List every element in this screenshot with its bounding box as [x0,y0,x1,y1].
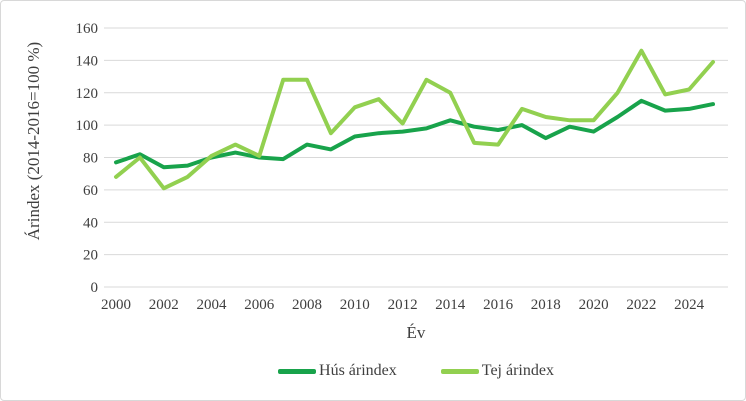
y-tick-label: 60 [83,183,98,199]
x-tick-label: 2002 [149,297,179,313]
legend-label-hus: Hús árindex [319,362,397,379]
y-tick-label: 40 [83,215,98,231]
x-axis-title: Év [407,323,426,342]
y-axis-tick-labels: 0 20 40 60 80 100 120 140 160 [76,21,99,296]
x-tick-label: 2024 [674,297,705,313]
x-tick-label: 2004 [197,297,228,313]
x-tick-label: 2006 [244,297,275,313]
legend: Hús árindex Tej árindex [104,359,728,383]
x-tick-label: 2012 [388,297,418,313]
y-tick-label: 20 [83,248,98,264]
series-line-0 [114,98,715,170]
x-tick-label: 2016 [483,297,514,313]
y-tick-label: 140 [76,53,99,69]
y-tick-label: 0 [91,280,99,296]
legend-item-tej: Tej árindex [440,362,554,379]
x-tick-label: 2008 [292,297,322,313]
x-axis-tick-labels: 2000 2002 2004 2006 2008 2010 2012 2014 2016 2018… [101,297,705,313]
hus-line-swatch-icon [278,368,317,374]
y-tick-label: 160 [76,21,99,37]
legend-item-hus: Hús árindex [278,363,397,379]
series-line-1 [114,48,715,191]
x-tick-label: 2000 [101,297,131,313]
x-tick-label: 2018 [531,297,561,313]
y-tick-label: 100 [76,118,99,134]
legend-label-tej: Tej árindex [481,362,554,379]
x-tick-label: 2022 [626,297,656,313]
series-lines [114,48,715,191]
x-tick-label: 2020 [579,297,609,313]
x-tick-label: 2010 [340,297,370,313]
y-tick-label: 80 [83,151,98,167]
x-tick-label: 2014 [435,297,466,313]
y-tick-label: 120 [76,86,99,102]
tej-line-swatch-icon [440,368,479,374]
y-axis-title: Árindex (2014-2016=100 %) [24,42,43,240]
